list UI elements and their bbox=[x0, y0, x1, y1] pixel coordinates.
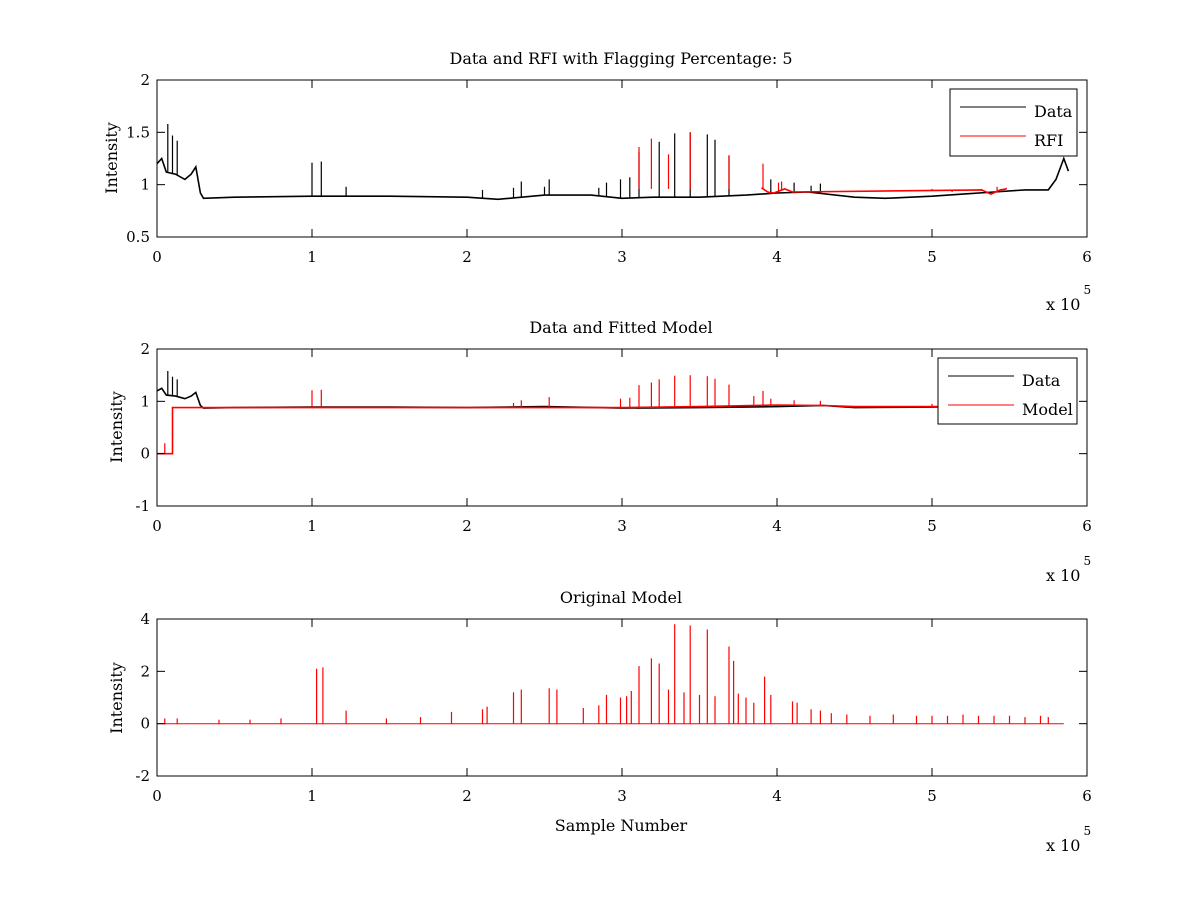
subplot-1-y-tick-label: 1 bbox=[140, 176, 150, 194]
subplot-2-x-tick-label: 6 bbox=[1082, 517, 1092, 535]
subplot-1-series-layer bbox=[156, 124, 1070, 201]
subplot-2-legend-label-model: Model bbox=[1022, 400, 1073, 419]
subplot-1-x-tick-label: 0 bbox=[152, 248, 162, 266]
subplot-1-x-tick-label: 1 bbox=[307, 248, 317, 266]
subplot-1-y-axis-label: Intensity bbox=[102, 122, 121, 194]
subplot-2-legend-box bbox=[937, 357, 1078, 425]
subplot-1-legend: Data RFI bbox=[949, 88, 1078, 157]
subplot-1-x-exponent: x 105 bbox=[1046, 283, 1091, 314]
subplot-2-legend: Data Model bbox=[937, 357, 1078, 425]
subplot-3-series-0 bbox=[157, 624, 1064, 725]
subplot-3-series-layer bbox=[157, 624, 1064, 725]
subplot-3-x-tick-label: 2 bbox=[462, 787, 472, 805]
subplot-3-y-tick-label: 4 bbox=[140, 610, 150, 628]
subplot-1-title: Data and RFI with Flagging Percentage: 5 bbox=[449, 49, 792, 68]
subplot-2-y-tick-label: -1 bbox=[135, 497, 150, 515]
subplot-2-y-axis-label: Intensity bbox=[107, 391, 126, 463]
subplot-1-legend-label-rfi: RFI bbox=[1034, 131, 1063, 150]
subplot-2-x-tick-label: 5 bbox=[927, 517, 937, 535]
subplot-3-x-tick-label: 1 bbox=[307, 787, 317, 805]
subplot-1-y-tick-label: 0.5 bbox=[126, 228, 150, 246]
subplot-3-x-tick-label: 5 bbox=[927, 787, 937, 805]
subplot-3-y-tick-label: 2 bbox=[140, 662, 150, 680]
subplot-3-x-tick-label: 3 bbox=[617, 787, 627, 805]
subplot-3-x-exponent: x 105 bbox=[1046, 824, 1091, 855]
subplot-2-series-layer bbox=[156, 371, 964, 455]
subplot-3-title: Original Model bbox=[560, 588, 682, 607]
subplot-2-x-tick-label: 4 bbox=[772, 517, 782, 535]
subplot-2-legend-label-data: Data bbox=[1022, 371, 1061, 390]
subplot-2-series-1 bbox=[157, 375, 963, 455]
subplot-1-x-tick-label: 6 bbox=[1082, 248, 1092, 266]
subplot-2-x-tick-label: 0 bbox=[152, 517, 162, 535]
subplot-1-x-tick-label: 2 bbox=[462, 248, 472, 266]
subplot-2-y-tick-label: 0 bbox=[140, 445, 150, 463]
subplot-3-y-tick-label: -2 bbox=[135, 767, 150, 785]
subplot-2-x-tick-label: 2 bbox=[462, 517, 472, 535]
subplot-2-x-tick-label: 1 bbox=[307, 517, 317, 535]
subplot-3-x-tick-label: 6 bbox=[1082, 787, 1092, 805]
subplot-1-y-tick-label: 2 bbox=[140, 71, 150, 89]
subplot-3-x-axis-label: Sample Number bbox=[555, 816, 688, 835]
subplot-1-x-tick-label: 3 bbox=[617, 248, 627, 266]
subplot-1-x-tick-label: 5 bbox=[927, 248, 937, 266]
subplot-1: Data and RFI with Flagging Percentage: 5… bbox=[102, 49, 1092, 314]
subplot-2-y-tick-label: 2 bbox=[140, 340, 150, 358]
subplot-3-x-tick-label: 0 bbox=[152, 787, 162, 805]
subplot-3-y-axis-label: Intensity bbox=[107, 662, 126, 734]
subplot-3-y-tick-label: 0 bbox=[140, 715, 150, 733]
subplot-2-x-tick-label: 3 bbox=[617, 517, 627, 535]
subplot-2-y-tick-label: 1 bbox=[140, 392, 150, 410]
subplot-1-legend-box bbox=[949, 88, 1078, 157]
subplot-1-x-tick-label: 4 bbox=[772, 248, 782, 266]
subplot-3-x-tick-label: 4 bbox=[772, 787, 782, 805]
subplot-2-x-exponent: x 105 bbox=[1046, 554, 1091, 585]
subplot-1-legend-label-data: Data bbox=[1034, 102, 1073, 121]
subplot-1-y-tick-label: 1.5 bbox=[126, 123, 150, 141]
subplot-1-ticks: 0 1 2 3 4 5 6 0.5 1 1.5 2 bbox=[126, 71, 1092, 266]
subplot-2-series-1-line bbox=[157, 404, 963, 455]
subplot-1-series-1 bbox=[638, 132, 1008, 195]
subplot-2-title: Data and Fitted Model bbox=[529, 318, 712, 337]
